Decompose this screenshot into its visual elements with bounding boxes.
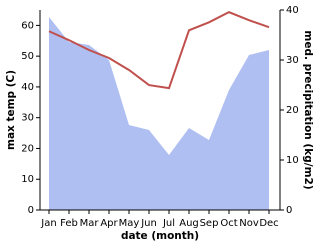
- precipitation-area: [49, 17, 269, 210]
- y2-tick-label: 30: [286, 55, 299, 66]
- x-tick-label: Nov: [239, 218, 259, 229]
- y-tick-label: 40: [21, 82, 34, 93]
- y-tick-label: 60: [21, 20, 34, 31]
- y2-axis-label: med. precipitation (kg/m2): [302, 30, 314, 189]
- x-tick-label: May: [119, 218, 140, 229]
- x-tick-label: Dec: [259, 218, 278, 229]
- x-axis-label: date (month): [121, 230, 199, 242]
- x-tick-label: Apr: [100, 218, 118, 229]
- x-tick-label: Oct: [220, 218, 237, 229]
- y2-tick-label: 40: [286, 5, 299, 16]
- y2-tick-label: 0: [286, 205, 292, 216]
- x-tick-label: Aug: [179, 218, 199, 229]
- x-tick-label: Jan: [40, 218, 56, 229]
- x-tick-label: Feb: [60, 218, 78, 229]
- y-tick-label: 50: [21, 51, 34, 62]
- y-axis-label: max temp (C): [5, 70, 17, 150]
- y-tick-label: 30: [21, 113, 34, 124]
- y2-tick-label: 10: [286, 155, 299, 166]
- x-tick-label: Jun: [140, 218, 157, 229]
- y-tick-label: 10: [21, 174, 34, 185]
- x-tick-label: Jul: [162, 218, 175, 229]
- y-tick-label: 20: [21, 143, 34, 154]
- temp-line: [48, 11, 270, 90]
- x-tick-label: Mar: [80, 218, 100, 229]
- y2-tick-label: 20: [286, 105, 299, 116]
- y-tick-label: 0: [28, 205, 34, 216]
- x-tick-label: Sep: [200, 218, 219, 229]
